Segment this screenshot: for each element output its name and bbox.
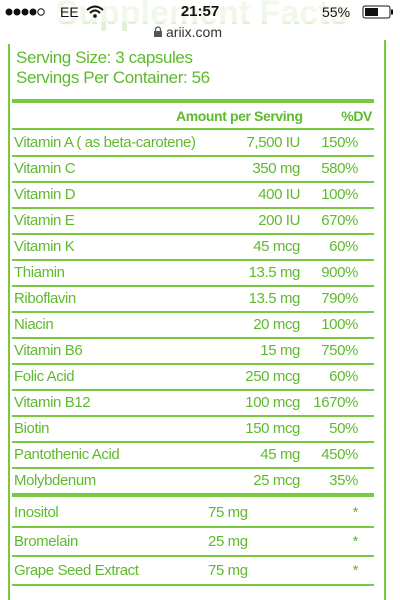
row-rule	[12, 441, 374, 443]
lock-icon	[154, 26, 162, 37]
row-rule	[12, 155, 374, 157]
row-rule	[12, 415, 374, 417]
ingredient-dv: *	[352, 533, 359, 550]
nutrient-amount: 7,500 IU	[246, 134, 300, 151]
status-bar	[0, 0, 400, 22]
row-rule	[12, 181, 374, 183]
row-rule	[12, 363, 374, 365]
battery-level: 55%	[322, 4, 351, 20]
nutrient-dv: 1670%	[313, 394, 358, 411]
serving-size: Serving Size: 3 capsules	[16, 48, 193, 67]
nutrient-amount: 150 mcg	[245, 420, 300, 437]
row-rule	[12, 337, 374, 339]
row-rule	[12, 526, 374, 528]
battery-icon	[362, 5, 393, 19]
ingredient-dv: *	[352, 504, 359, 521]
nutrient-amount: 350 mg	[252, 160, 300, 177]
nutrient-name: Vitamin A ( as beta-carotene)	[14, 134, 196, 151]
nutrient-dv: 60%	[329, 368, 358, 385]
row-rule	[12, 285, 374, 287]
nutrient-name: Thiamin	[14, 264, 65, 281]
signal-dots	[5, 8, 45, 16]
ingredient-name: Grape Seed Extract	[14, 562, 139, 579]
row-rule	[12, 259, 374, 261]
nutrient-name: Vitamin C	[14, 160, 76, 177]
nutrient-dv: 750%	[321, 342, 358, 359]
clock: 21:57	[180, 3, 220, 20]
nutrient-amount: 13.5 mg	[248, 264, 301, 281]
ingredient-amount: 75 mg	[208, 562, 248, 579]
header-amount: Amount per Serving	[176, 108, 303, 124]
url[interactable]: ariix.com	[166, 24, 223, 40]
nutrient-name: Vitamin K	[14, 238, 75, 255]
ingredient-amount: 75 mg	[208, 504, 248, 521]
nutrient-dv: 790%	[321, 290, 358, 307]
nutrient-name: Pantothenic Acid	[14, 446, 120, 463]
panel-border-right	[384, 40, 386, 600]
nutrient-name: Vitamin B6	[14, 342, 83, 359]
nutrient-name: Niacin	[14, 316, 54, 333]
row-rule	[12, 389, 374, 391]
nutrient-amount: 25 mcg	[253, 472, 300, 489]
nutrient-amount: 45 mcg	[253, 238, 300, 255]
nutrient-amount: 200 IU	[258, 212, 300, 229]
nutrient-amount: 400 IU	[258, 186, 300, 203]
nutrient-dv: 450%	[321, 446, 358, 463]
nutrient-name: Riboflavin	[14, 290, 76, 307]
nutrient-dv: 100%	[321, 186, 358, 203]
thick-rule	[12, 493, 374, 497]
wifi-icon	[86, 5, 104, 18]
row-rule	[12, 207, 374, 209]
ingredient-name: Bromelain	[14, 533, 78, 550]
thick-rule	[12, 99, 374, 103]
nutrient-amount: 15 mg	[260, 342, 300, 359]
nutrient-amount: 45 mg	[260, 446, 300, 463]
ingredient-dv: *	[352, 562, 359, 579]
nutrient-name: Folic Acid	[14, 368, 75, 385]
carrier: EE	[60, 4, 79, 20]
panel-border-left	[8, 44, 10, 600]
nutrient-dv: 60%	[329, 238, 358, 255]
servings-per-container: Servings Per Container: 56	[16, 68, 210, 87]
nutrient-amount: 13.5 mg	[248, 290, 301, 307]
nutrient-dv: 50%	[329, 420, 358, 437]
ingredient-amount: 25 mg	[208, 533, 248, 550]
row-rule	[12, 467, 374, 469]
row-rule	[12, 555, 374, 557]
nutrient-name: Vitamin D	[14, 186, 76, 203]
header-dv: %DV	[341, 108, 372, 124]
nutrient-name: Molybdenum	[14, 472, 96, 489]
nutrient-dv: 100%	[321, 316, 358, 333]
row-rule	[12, 584, 374, 586]
nutrient-dv: 150%	[321, 134, 358, 151]
row-rule	[12, 311, 374, 313]
nutrient-dv: 580%	[321, 160, 358, 177]
row-rule	[12, 128, 374, 130]
nutrient-dv: 900%	[321, 264, 358, 281]
nutrient-amount: 100 mcg	[245, 394, 300, 411]
nutrient-name: Biotin	[14, 420, 50, 437]
row-rule	[12, 233, 374, 235]
nutrient-name: Vitamin E	[14, 212, 75, 229]
ingredient-name: Inositol	[14, 504, 59, 521]
nutrient-dv: 35%	[329, 472, 358, 489]
nutrient-name: Vitamin B12	[14, 394, 91, 411]
nutrient-amount: 20 mcg	[253, 316, 300, 333]
nutrient-amount: 250 mcg	[245, 368, 300, 385]
nutrient-dv: 670%	[321, 212, 358, 229]
